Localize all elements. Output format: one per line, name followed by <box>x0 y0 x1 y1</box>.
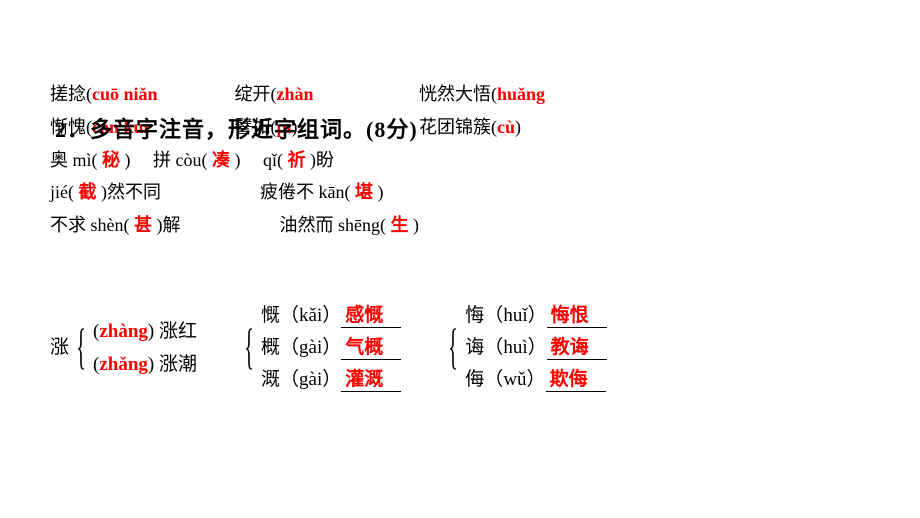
l5b-ans: 生 <box>391 215 409 235</box>
ca2-char: 概 <box>261 337 280 358</box>
l5a: 不求 shèn( <box>50 215 130 235</box>
l3a: 奥 mì( <box>50 150 98 170</box>
zh-r2-py: zhǎng <box>99 354 148 375</box>
l3b-close: ) <box>234 150 240 170</box>
zhang-r2: (zhǎng) 涨潮 <box>93 349 197 376</box>
l4b: 疲倦不 kān( <box>260 182 350 202</box>
l1c-han: 恍然大悟( <box>419 84 497 104</box>
row-3: 奥 mì( 秘 ) 拼 còu( 凑 ) qǐ( 祈 )盼 <box>50 146 870 175</box>
colA-r2: 概（gài）气概 <box>261 332 401 360</box>
l5a-ans: 甚 <box>134 215 152 235</box>
l4a: jié( <box>50 182 74 202</box>
l2c-py: cù <box>497 117 515 137</box>
row-5: 不求 shèn( 甚 )解 油然而 shēng( 生 ) <box>50 211 870 240</box>
l4b-ans: 堪 <box>355 182 373 202</box>
colB-r1: 悔（huǐ）悔恨 <box>465 300 606 328</box>
zhang-r1: (zhàng) 涨红 <box>93 316 197 343</box>
l5b-close: ) <box>413 215 419 235</box>
l3b-ans: 凑 <box>212 150 230 170</box>
ca3-py: gài <box>299 369 322 390</box>
zhang-char: 涨 <box>50 332 69 359</box>
l3c-ans: 祈 <box>287 150 305 170</box>
l1a-py: cuō niǎn <box>92 84 158 104</box>
hui-group: { 悔（huǐ）悔恨 诲（huì）教诲 侮（wǔ）欺侮 <box>441 300 606 392</box>
l2c-close: ) <box>515 117 521 137</box>
l3b: 拼 còu( <box>153 150 207 170</box>
ca1-py: kǎi <box>299 305 322 326</box>
ca2-py: gài <box>299 337 322 358</box>
ca1-ans: 感慨 <box>345 305 383 326</box>
cb3-py: wǔ <box>503 369 526 390</box>
cb2-char: 诲 <box>465 337 484 358</box>
row-1: 搓捻(cuō niǎn 绽开(zhàn 恍然大悟(huǎng <box>50 80 870 109</box>
cb1-py: huǐ <box>503 305 527 326</box>
l1b-han: 绽开( <box>235 84 277 104</box>
brace-icon: { <box>76 326 86 366</box>
cb3-ans: 欺侮 <box>550 369 588 390</box>
ca3-ans: 灌溉 <box>345 369 383 390</box>
l4a-ans: 截 <box>79 182 97 202</box>
ca1-char: 慨 <box>261 305 280 326</box>
l1c-py: huǎng <box>497 84 545 104</box>
l3a-close: ) <box>125 150 131 170</box>
zhang-group: 涨 { (zhàng) 涨红 (zhǎng) 涨潮 <box>50 316 197 376</box>
brace-icon: { <box>244 326 254 366</box>
l3c: qǐ( <box>263 150 283 170</box>
zh-r1-py: zhàng <box>99 321 148 342</box>
zh-r1-word: 涨红 <box>159 321 197 342</box>
l4a-tail: )然不同 <box>101 182 161 202</box>
lower-section: 涨 { (zhàng) 涨红 (zhǎng) 涨潮 { 慨（kǎi）感慨 <box>50 300 870 392</box>
colB-r2: 诲（huì）教诲 <box>465 332 606 360</box>
zh-r2-word: 涨潮 <box>159 354 197 375</box>
l3a-ans: 秘 <box>102 150 120 170</box>
brace-icon: { <box>448 326 458 366</box>
cb3-char: 侮 <box>465 369 484 390</box>
ca3-char: 溉 <box>261 369 280 390</box>
colA-r1: 慨（kǎi）感慨 <box>261 300 401 328</box>
cb1-ans: 悔恨 <box>551 305 589 326</box>
l4b-close: ) <box>377 182 383 202</box>
l3c-tail: )盼 <box>310 150 334 170</box>
row-4: jié( 截 )然不同 疲倦不 kān( 堪 ) <box>50 178 870 207</box>
l1b-py: zhàn <box>277 84 314 104</box>
l1a-han: 搓捻( <box>50 84 92 104</box>
cb2-ans: 教诲 <box>551 337 589 358</box>
ca2-ans: 气概 <box>345 337 383 358</box>
l5a-tail: )解 <box>157 215 181 235</box>
kai-group: { 慨（kǎi）感慨 概（gài）气概 溉（gài）灌溉 <box>237 300 401 392</box>
worksheet: 2．多音字注音，形近字组词。(8分) 搓捻(cuō niǎn 绽开(zhàn 恍… <box>0 0 920 392</box>
colA-r3: 溉（gài）灌溉 <box>261 364 401 392</box>
cb2-py: huì <box>503 337 527 358</box>
cb1-char: 悔 <box>465 305 484 326</box>
colB-r3: 侮（wǔ）欺侮 <box>465 364 606 392</box>
l5b: 油然而 shēng( <box>280 215 387 235</box>
section-title: 2．多音字注音，形近字组词。(8分) <box>55 112 418 144</box>
l2c-han: 花团锦簇( <box>419 117 497 137</box>
